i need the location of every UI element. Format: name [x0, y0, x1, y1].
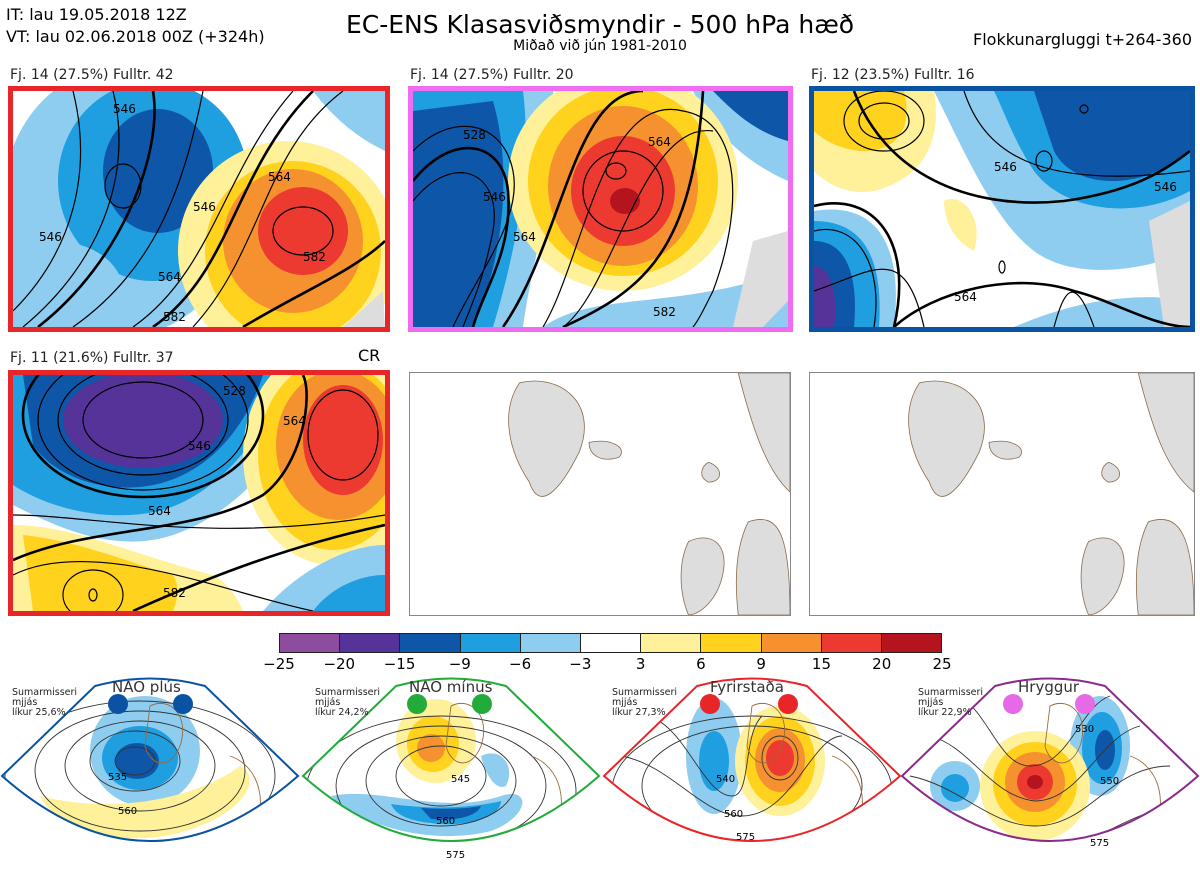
colorbar-swatch — [821, 634, 882, 652]
colorbar-tick: 9 — [756, 655, 766, 673]
valid-time: VT: lau 02.06.2018 00Z (+324h) — [6, 27, 265, 46]
contour-label: 550 — [1100, 776, 1119, 787]
contour-label: 564 — [513, 230, 536, 244]
cluster-1-map[interactable]: 546 546 564 582 546 564 582 — [8, 86, 390, 332]
colorbar-swatch — [280, 634, 341, 652]
contour-label: 582 — [163, 586, 186, 600]
contour-label: 582 — [163, 310, 186, 324]
contour-label: 560 — [436, 816, 455, 827]
contour-label: 546 — [483, 190, 506, 204]
contour-label: 575 — [446, 850, 465, 861]
page-title: EC-ENS Klasasviðsmyndir - 500 hPa hæð — [345, 10, 855, 39]
contour-label: 564 — [158, 270, 181, 284]
contour-label: 575 — [1090, 838, 1109, 849]
contour-label: 564 — [268, 170, 291, 184]
regime-name: Hryggur — [1018, 678, 1080, 696]
colorbar-swatch — [580, 634, 642, 652]
contour-label: 560 — [724, 809, 743, 820]
empty-map-5 — [409, 372, 791, 616]
colorbar — [279, 633, 942, 653]
contour-label: 564 — [148, 504, 171, 518]
contour-label: 546 — [994, 160, 1017, 174]
colorbar-tick: −15 — [383, 655, 416, 673]
colorbar-tick: 25 — [932, 655, 952, 673]
regime-info: Sumarmisseri mjjás líkur 25,6% — [12, 687, 78, 718]
control-run-label: CR — [358, 346, 381, 365]
colorbar-swatch — [340, 634, 401, 652]
colorbar-tick: 3 — [635, 655, 646, 673]
contour-label: 528 — [463, 128, 486, 142]
colorbar-swatch — [881, 634, 942, 652]
regime-info: Sumarmisseri mjjás líkur 27,3% — [612, 687, 678, 718]
page-subtitle: Miðað við jún 1981-2010 — [513, 38, 687, 54]
colorbar-tick: −9 — [448, 655, 471, 673]
contour-label: 560 — [118, 806, 137, 817]
contour-label: 564 — [648, 135, 671, 149]
regime-info: Sumarmisseri mjjás líkur 24,2% — [315, 687, 381, 718]
contour-label: 545 — [451, 774, 470, 785]
contour-label: 564 — [954, 290, 977, 304]
contour-label: 530 — [1075, 724, 1094, 735]
contour-label: 528 — [223, 384, 246, 398]
colorbar-tick: −25 — [263, 655, 295, 673]
run-info: IT: lau 19.05.2018 12Z VT: lau 02.06.201… — [6, 4, 265, 48]
colorbar-swatch — [520, 634, 581, 652]
contour-label: 582 — [653, 305, 676, 319]
regime-nao-plus[interactable]: 535 560 NAO plús Sumarmisseri mjjás líku… — [0, 676, 300, 871]
colorbar-tick: −3 — [569, 655, 592, 673]
contour-label: 546 — [193, 200, 216, 214]
cluster-2-map[interactable]: 528 546 564 564 582 — [408, 86, 793, 332]
contour-label: 546 — [39, 230, 62, 244]
colorbar-tick: 6 — [696, 655, 706, 673]
initial-time: IT: lau 19.05.2018 12Z — [6, 5, 187, 24]
contour-label: 546 — [188, 439, 211, 453]
contour-label: 540 — [716, 774, 735, 785]
regime-fyrirstada[interactable]: 540 560 575 Fyrirstaða Sumarmisseri mjjá… — [602, 676, 902, 871]
colorbar-swatch — [400, 634, 461, 652]
regime-info: Sumarmisseri mjjás líkur 22,9% — [918, 687, 984, 718]
regime-hryggur[interactable]: 530 550 575 Hryggur Sumarmisseri mjjás l… — [900, 676, 1200, 871]
contour-label: 546 — [1154, 180, 1177, 194]
contour-label: 535 — [108, 772, 127, 783]
colorbar-swatch — [701, 634, 762, 652]
contour-label: 575 — [736, 832, 755, 843]
regime-name: Fyrirstaða — [710, 678, 784, 696]
contour-label: 582 — [303, 250, 326, 264]
colorbar-swatch — [460, 634, 521, 652]
classification-window: Flokkunargluggi t+264-360 — [973, 30, 1192, 49]
cluster-4-label: Fj. 11 (21.6%) Fulltr. 37 — [10, 350, 174, 366]
colorbar-tick: 15 — [811, 655, 831, 673]
regime-name: NAO plús — [112, 678, 181, 696]
regime-name: NAO mínus — [409, 678, 493, 696]
cluster-3-map[interactable]: 546 564 546 — [809, 86, 1195, 332]
regime-nao-minus[interactable]: 545 560 575 NAO mínus Sumarmisseri mjjás… — [301, 676, 601, 871]
colorbar-tick: 20 — [872, 655, 892, 673]
contour-label: 546 — [113, 102, 136, 116]
colorbar-swatch — [761, 634, 822, 652]
cluster-4-map[interactable]: 528 546 564 564 582 — [8, 370, 390, 616]
empty-map-6 — [809, 372, 1195, 616]
colorbar-ticks: −25 −20 −15 −9 −6 −3 3 6 9 15 20 25 — [263, 655, 951, 675]
colorbar-swatch — [641, 634, 702, 652]
cluster-2-label: Fj. 14 (27.5%) Fulltr. 20 — [410, 67, 574, 83]
contour-label: 564 — [283, 414, 306, 428]
colorbar-tick: −20 — [323, 655, 356, 673]
cluster-1-label: Fj. 14 (27.5%) Fulltr. 42 — [10, 67, 174, 83]
cluster-3-label: Fj. 12 (23.5%) Fulltr. 16 — [811, 67, 975, 83]
colorbar-tick: −6 — [509, 655, 532, 673]
